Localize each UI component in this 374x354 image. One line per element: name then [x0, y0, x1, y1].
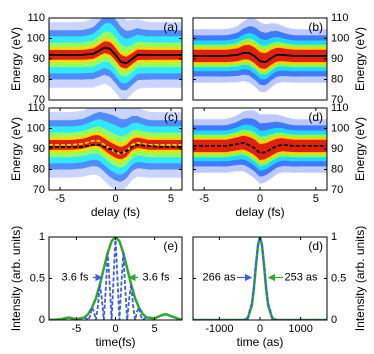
plot-area	[49, 108, 182, 190]
y-tick-label: 90	[33, 143, 45, 155]
series-line	[49, 143, 182, 155]
panel-label: (e)	[163, 239, 178, 253]
spectrogram-band	[193, 44, 327, 69]
annotation: 3.6 fs	[62, 271, 89, 283]
series-line	[193, 52, 327, 64]
y-axis-label: Energy (eV)	[9, 117, 23, 181]
y-tick-label: 110	[331, 102, 349, 114]
x-tick-label: 0	[257, 323, 263, 335]
panel-label: (c)	[164, 110, 178, 124]
y-tick-label: 100	[331, 32, 349, 44]
y-tick-label: 90	[331, 53, 343, 65]
spectrogram-band	[193, 135, 327, 161]
x-axis-label: delay (fs)	[91, 205, 140, 219]
x-axis-label: time(fs)	[96, 335, 136, 349]
series-line	[49, 139, 182, 156]
x-tick-label: -5	[55, 193, 65, 205]
y-tick-label: 0	[39, 314, 45, 326]
series-line	[83, 237, 148, 320]
x-tick-label: -1000	[205, 323, 233, 335]
y-tick-label: 0.5	[331, 272, 346, 284]
panel-label: (b)	[308, 20, 323, 34]
plot-area	[193, 110, 327, 184]
panel-label: (d)	[308, 239, 323, 253]
annotation: 266 as	[202, 271, 236, 283]
series-line	[193, 237, 327, 320]
y-tick-label: 80	[331, 163, 343, 175]
series-line	[49, 46, 182, 65]
plot-area	[193, 18, 327, 93]
y-tick-label: 100	[331, 122, 349, 134]
x-tick-label: 5	[168, 193, 174, 205]
x-tick-label: 0	[257, 193, 263, 205]
y-axis-label: Intensity (arb. units)	[9, 226, 23, 331]
plot-area	[49, 18, 182, 100]
y-tick-label: 100	[27, 32, 45, 44]
y-axis-label: Energy (eV)	[9, 27, 23, 91]
series-line	[193, 141, 327, 155]
plot-area	[193, 237, 327, 320]
y-tick-label: 80	[331, 73, 343, 85]
x-tick-label: 0	[112, 323, 118, 335]
y-tick-label: 100	[27, 122, 45, 134]
y-tick-label: 1	[331, 231, 337, 243]
annotation: 3.6 fs	[143, 271, 170, 283]
x-tick-label: 5	[313, 193, 319, 205]
y-tick-label: 70	[331, 94, 343, 106]
y-axis-label: Energy (eV)	[353, 27, 367, 91]
y-tick-label: 0.5	[30, 272, 45, 284]
y-tick-label: 0	[331, 314, 337, 326]
y-axis-label: Intensity (arb. units)	[353, 226, 367, 331]
spectrogram-band	[49, 135, 182, 160]
annotation: 253 as	[284, 271, 318, 283]
x-tick-label: 5	[152, 323, 158, 335]
panel-label: (d)	[308, 110, 323, 124]
y-tick-label: 90	[33, 53, 45, 65]
panel-label: (a)	[163, 20, 178, 34]
x-tick-label: 1000	[288, 323, 312, 335]
y-tick-label: 110	[27, 12, 45, 24]
x-axis-label: time (as)	[237, 335, 284, 349]
y-tick-label: 70	[331, 184, 343, 196]
y-tick-label: 1	[39, 231, 45, 243]
y-tick-label: 70	[33, 184, 45, 196]
y-tick-label: 80	[33, 73, 45, 85]
y-tick-label: 110	[331, 12, 349, 24]
x-axis-label: delay (fs)	[235, 205, 284, 219]
x-tick-label: -5	[199, 193, 209, 205]
x-tick-label: -5	[71, 323, 81, 335]
y-tick-label: 90	[331, 143, 343, 155]
y-axis-label: Energy (eV)	[353, 117, 367, 181]
y-tick-label: 80	[33, 163, 45, 175]
plot-area	[49, 237, 182, 320]
y-tick-label: 110	[27, 102, 45, 114]
x-tick-label: 0	[112, 193, 118, 205]
y-tick-label: 70	[33, 94, 45, 106]
series-line	[193, 237, 327, 320]
